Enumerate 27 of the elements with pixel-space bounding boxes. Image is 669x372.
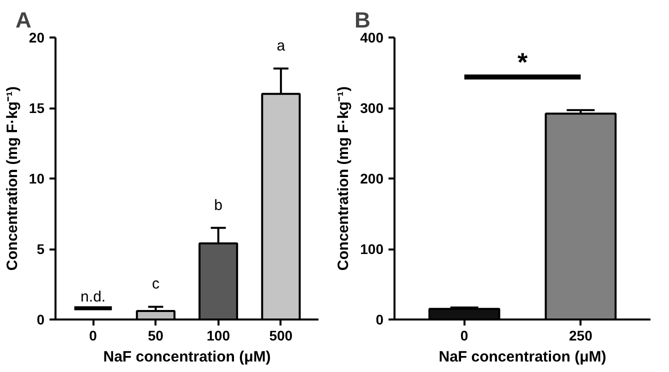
annotation: * bbox=[517, 46, 528, 77]
y-axis-title: Concentration (mg F·kg⁻¹) bbox=[4, 86, 21, 271]
x-tick-label: 50 bbox=[148, 328, 164, 344]
y-tick-label: 100 bbox=[360, 241, 384, 257]
y-tick-label: 20 bbox=[28, 30, 45, 46]
x-tick-label: 500 bbox=[269, 328, 293, 344]
y-axis-title: Concentration (mg F·kg⁻¹) bbox=[335, 86, 352, 271]
y-tick-label: 0 bbox=[36, 312, 45, 328]
annotation: c bbox=[152, 276, 160, 293]
chart-title: A bbox=[16, 8, 32, 32]
y-tick-label: 0 bbox=[376, 312, 384, 328]
x-tick-label: 0 bbox=[460, 328, 468, 344]
x-axis-title: NaF concentration (μM) bbox=[438, 348, 606, 366]
x-tick-label: 100 bbox=[206, 328, 230, 344]
x-axis-title: NaF concentration (μM) bbox=[103, 348, 271, 366]
x-tick-label: 250 bbox=[569, 328, 593, 344]
y-tick-label: 10 bbox=[28, 170, 45, 186]
y-tick-label: 300 bbox=[360, 100, 384, 116]
y-tick-label: 200 bbox=[360, 170, 384, 186]
x-tick-label: 0 bbox=[89, 328, 98, 344]
annotation: n.d. bbox=[80, 288, 106, 306]
chart-title: B bbox=[354, 8, 370, 32]
y-tick-label: 400 bbox=[360, 30, 384, 46]
y-tick-label: 5 bbox=[36, 241, 45, 257]
y-tick-label: 15 bbox=[28, 100, 45, 116]
annotation: a bbox=[276, 37, 286, 54]
annotation: b bbox=[214, 196, 222, 214]
